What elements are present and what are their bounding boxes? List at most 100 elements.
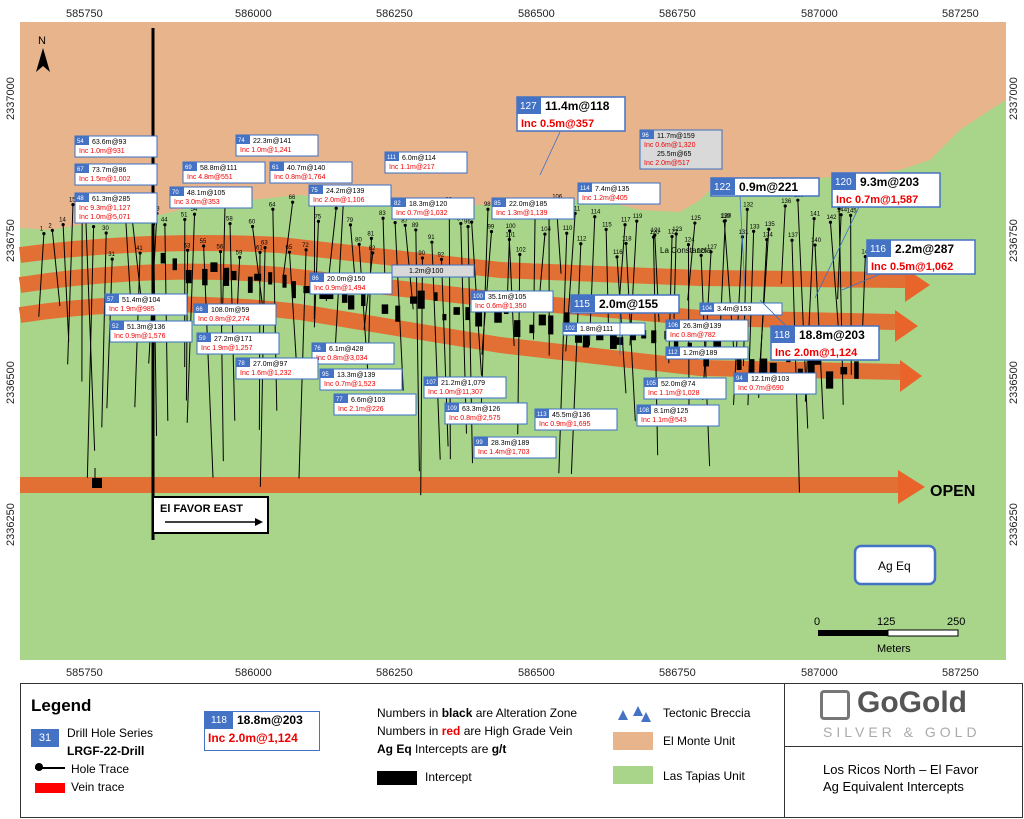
intercept-block [825, 371, 834, 389]
drill-hole-label: 119 [633, 214, 643, 220]
drill-hole-collar [393, 221, 397, 225]
drill-hole-collar [593, 215, 597, 219]
intercept-black: 61.3m@285 [92, 196, 130, 203]
drill-hole-trace [186, 214, 196, 423]
drill-hole-trace [368, 238, 372, 352]
drill-hole-label: 128 [721, 214, 732, 220]
intercept-black: 40.7m@140 [287, 165, 325, 172]
intercept-label-box: 75 24.2m@139 Inc 2.0m@1,106 [308, 184, 392, 207]
breccia-label: Tectonic Breccia [663, 706, 751, 720]
drill-hole-label: 116 [613, 250, 623, 256]
drill-hole-collar [507, 237, 511, 242]
intercept-black: 1.8m@111 [580, 326, 613, 333]
drill-hole-label: 60 [249, 219, 256, 225]
drill-hole-label: 54 [191, 207, 198, 213]
geology-map: El FAVOR EAST OPEN N 585750 586000 586250 5… [5, 8, 1020, 679]
intercept-block [797, 368, 803, 376]
intercept-id: 54 [77, 139, 84, 145]
intercept-block [651, 330, 657, 344]
big-intercept-black: 11.4m@118 [545, 99, 610, 113]
drill-hole-trace [62, 224, 70, 342]
intercept-block [361, 293, 366, 307]
drill-hole-trace [791, 240, 800, 493]
drill-hole-label: 144 [837, 208, 848, 214]
drill-hole-collar [579, 242, 583, 246]
drill-hole-label: 15 [69, 198, 76, 204]
drill-hole-trace [829, 222, 840, 343]
intercept-black: 27.2m@171 [214, 336, 252, 343]
drill-hole-collar [470, 220, 474, 224]
intercept-black: 51.4m@104 [122, 297, 160, 304]
drill-hole-collar [486, 207, 490, 211]
drill-series-code: LRGF-22-Drill [67, 744, 145, 758]
intercept-block [574, 333, 583, 343]
intercept-id: 100 [473, 294, 484, 300]
drill-hole-label: 117 [621, 218, 631, 224]
big-intercept-box: 116 2.2m@287 Inc 0.5m@1,062 [866, 239, 976, 275]
drill-hole-label: 135 [765, 222, 776, 228]
intercept-red: Inc 0.8m@3,034 [316, 355, 368, 362]
drill-hole-collar [604, 227, 608, 232]
intercept-id: 77 [336, 397, 343, 403]
x-tick-label: 586750 [659, 667, 696, 679]
las-tapias-label: Las Tapias Unit [663, 769, 745, 783]
big-intercept-black: 18.8m@203 [799, 328, 865, 342]
intercept-block [381, 304, 389, 314]
drill-hole-label: 124 [684, 238, 695, 244]
drill-hole-label: 51 [181, 212, 188, 218]
intercept-label-box: 52 51.3m@136 Inc 0.9m@1,576 [109, 320, 193, 343]
drill-hole-collar [709, 250, 713, 254]
open-label: OPEN [930, 483, 975, 500]
drill-hole-label: 66 [289, 195, 296, 201]
drill-hole-collar [699, 253, 703, 257]
drill-hole-collar [790, 238, 794, 242]
intercept-id: 70 [172, 190, 179, 196]
intercept-label-box: 66 108.0m@59 Inc 0.8m@2,274 [193, 303, 277, 326]
intercept-black: 8.1m@125 [654, 408, 688, 415]
drill-hole-trace [431, 242, 441, 460]
intercept-red: Inc 1.1m@543 [641, 417, 687, 424]
drill-hole-collar [674, 232, 678, 236]
drill-hole-label: 89 [412, 223, 419, 229]
intercept-black: 51.3m@136 [127, 324, 165, 331]
y-tick-label: 2336250 [5, 503, 17, 546]
intercept-block [160, 252, 166, 264]
drill-hole-collar [624, 241, 628, 246]
drill-hole-label: 91 [428, 235, 435, 241]
intercept-red: Inc 1.0m@931 [79, 148, 125, 155]
drill-hole-collar [263, 245, 267, 250]
drill-hole-collar [839, 213, 843, 217]
drill-hole-trace [837, 214, 842, 300]
intercept-label-box: 111 6.0m@114 Inc 1.1m@217 [384, 151, 468, 174]
drill-hole-label: 30 [102, 226, 109, 232]
intercept-id: 113 [537, 412, 547, 418]
intercept-red: Inc 0.7m@690 [738, 385, 784, 392]
drill-hole-collar [250, 224, 255, 229]
intercept-red: Inc 0.8m@2,575 [449, 415, 501, 422]
intercept-block [807, 356, 815, 376]
drill-hole-label: 125 [691, 216, 702, 222]
big-intercept-id: 115 [574, 299, 590, 310]
intercept-red: Inc 2.0m@1,106 [313, 197, 365, 204]
big-intercept-red: Inc 0.7m@1,587 [836, 194, 918, 206]
el-favor-east-box [152, 496, 269, 534]
intercept-block [713, 339, 722, 353]
gogold-logo-icon [820, 690, 850, 720]
drill-series-label: Drill Hole Series [67, 726, 154, 740]
big-intercept-id: 116 [870, 244, 886, 255]
drill-hole-collar [623, 223, 627, 227]
drill-hole-label: 131 [738, 230, 749, 236]
big-intercept-box: 115 2.0m@155 [570, 294, 680, 314]
drill-hole-collar [812, 216, 816, 221]
drill-hole-collar [565, 231, 569, 235]
intercept-red: Inc 0.8m@1,764 [274, 174, 326, 181]
intercept-label-box: 100 35.1m@105 Inc 0.6m@1,350 [470, 290, 554, 313]
drill-hole-collar [414, 228, 418, 232]
drill-hole-label: 121 [651, 228, 662, 234]
intercept-label-box: 95 13.3m@139 Inc 0.7m@1,523 [319, 368, 403, 391]
intercept-black: 7.4m@135 [595, 186, 629, 193]
note-black: Numbers in black are Alteration Zone [377, 706, 578, 720]
intercept-id: 76 [314, 346, 321, 352]
intercept-id: 78 [238, 361, 245, 367]
svg-text:N: N [38, 35, 46, 47]
